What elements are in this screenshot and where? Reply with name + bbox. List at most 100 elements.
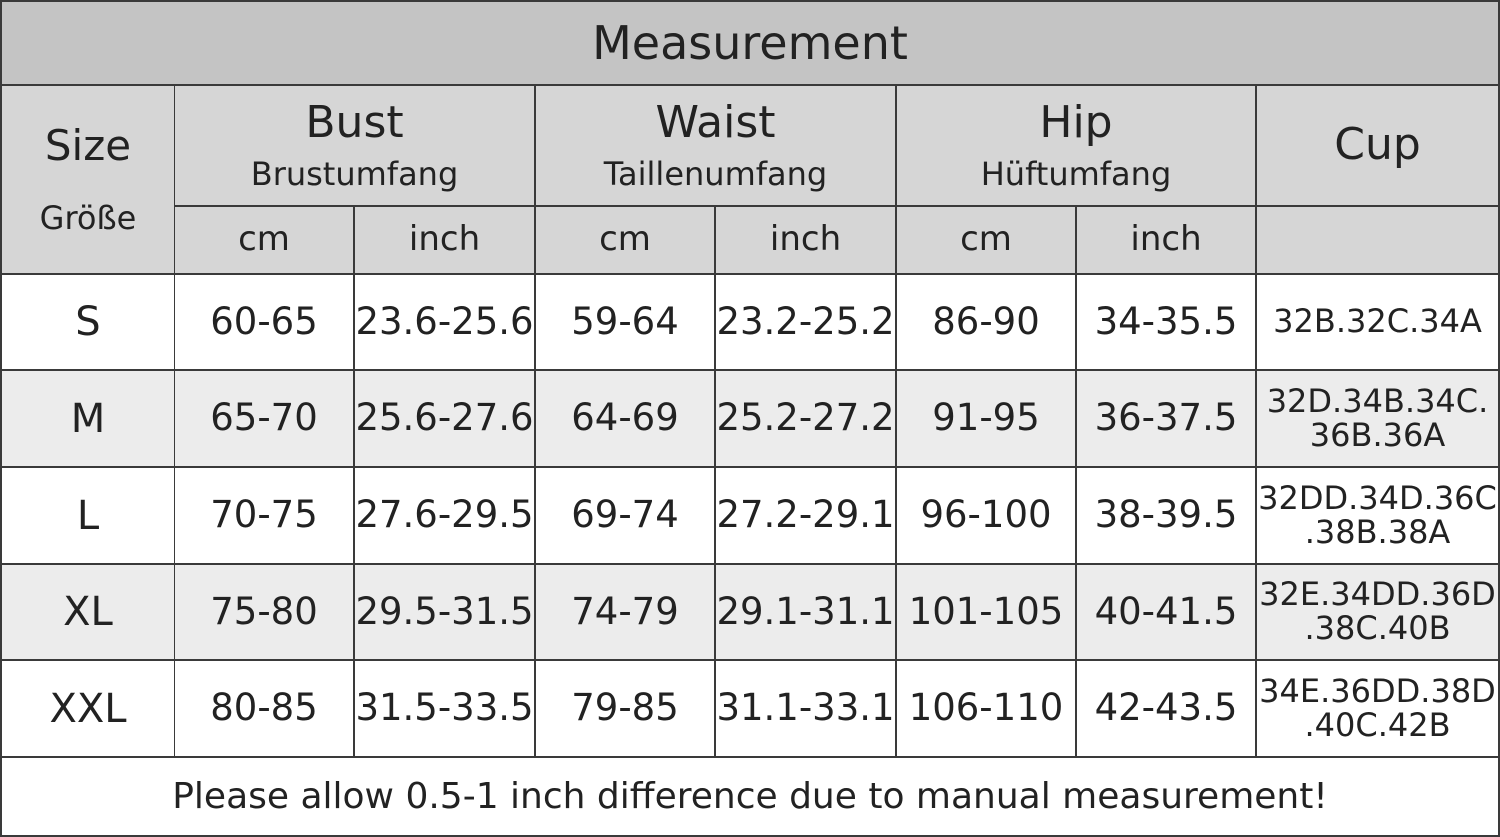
measure-value: 29.1-31.1 <box>716 589 895 633</box>
cup-value: 32D.34B.34C. <box>1266 381 1489 420</box>
measure-value: 25.2-27.2 <box>716 396 895 440</box>
cup-cell: 32B.32C.34A <box>1257 275 1500 371</box>
size-cell: XL <box>0 565 176 661</box>
size-cell: S <box>0 275 176 371</box>
group-name-de: Hüftumfang <box>980 154 1172 193</box>
cup-value: .38B.38A <box>1304 512 1451 551</box>
measure-cell: 25.6-27.6 <box>355 371 536 468</box>
cup-cell: 32D.34B.34C. 36B.36A <box>1257 371 1500 468</box>
cup-value: 32B.32C.34A <box>1273 302 1482 341</box>
cup-label: Cup <box>1334 119 1421 171</box>
measure-cell: 65-70 <box>175 371 355 468</box>
group-name-de: Taillenumfang <box>603 154 828 193</box>
group-header: Bust Brustumfang <box>175 86 536 207</box>
footer: Please allow 0.5-1 inch difference due t… <box>0 758 1500 837</box>
cup-unit-empty <box>1257 207 1500 275</box>
measure-value: 42-43.5 <box>1094 686 1238 730</box>
measure-cell: 29.1-31.1 <box>716 565 897 661</box>
unit-header: inch <box>716 207 897 275</box>
measure-value: 79-85 <box>571 686 679 730</box>
cup-value: .38C.40B <box>1304 609 1451 647</box>
group-name-de: Brustumfang <box>250 154 459 193</box>
measure-value: 23.2-25.2 <box>716 299 895 343</box>
measure-cell: 29.5-31.5 <box>355 565 536 661</box>
measure-cell: 27.2-29.1 <box>716 468 897 565</box>
measure-cell: 74-79 <box>536 565 716 661</box>
measure-cell: 34-35.5 <box>1077 275 1257 371</box>
group-header: Waist Taillenumfang <box>536 86 897 207</box>
measure-value: 64-69 <box>571 396 679 440</box>
size-value: S <box>75 299 101 345</box>
unit-label: cm <box>960 219 1012 260</box>
measure-value: 23.6-25.6 <box>355 299 534 343</box>
measure-cell: 38-39.5 <box>1077 468 1257 565</box>
measure-value: 38-39.5 <box>1094 493 1238 537</box>
measure-cell: 101-105 <box>897 565 1077 661</box>
measure-cell: 80-85 <box>175 661 355 758</box>
measure-cell: 75-80 <box>175 565 355 661</box>
size-cell: M <box>0 371 176 468</box>
measure-value: 25.6-27.6 <box>355 396 534 440</box>
cup-value: .40C.42B <box>1304 705 1451 744</box>
cup-cell: 34E.36DD.38D .40C.42B <box>1257 661 1500 758</box>
measure-value: 69-74 <box>571 493 679 537</box>
measure-cell: 60-65 <box>175 275 355 371</box>
measure-value: 27.2-29.1 <box>716 493 895 537</box>
measure-value: 60-65 <box>210 299 318 343</box>
measure-cell: 40-41.5 <box>1077 565 1257 661</box>
unit-label: cm <box>238 219 290 260</box>
size-value: XL <box>63 589 113 635</box>
measure-cell: 36-37.5 <box>1077 371 1257 468</box>
unit-header: inch <box>355 207 536 275</box>
measure-value: 40-41.5 <box>1094 589 1238 633</box>
size-cell: L <box>0 468 176 565</box>
unit-label: inch <box>769 219 842 260</box>
measure-cell: 42-43.5 <box>1077 661 1257 758</box>
group-header: Hip Hüftumfang <box>897 86 1257 207</box>
measure-value: 74-79 <box>571 589 679 633</box>
measure-cell: 23.6-25.6 <box>355 275 536 371</box>
group-name: Waist <box>655 96 776 148</box>
measure-cell: 96-100 <box>897 468 1077 565</box>
measure-cell: 91-95 <box>897 371 1077 468</box>
cup-value: 32DD.34D.36C <box>1258 478 1497 517</box>
measure-value: 29.5-31.5 <box>355 589 534 633</box>
unit-header: cm <box>897 207 1077 275</box>
cup-value: 36B.36A <box>1309 415 1446 454</box>
footer-text: Please allow 0.5-1 inch difference due t… <box>172 775 1328 817</box>
measure-value: 106-110 <box>908 686 1064 730</box>
measure-value: 101-105 <box>908 589 1064 633</box>
measure-value: 59-64 <box>571 299 679 343</box>
title: Measurement <box>0 0 1500 86</box>
measure-value: 91-95 <box>932 396 1040 440</box>
measure-cell: 70-75 <box>175 468 355 565</box>
size-value: M <box>70 395 106 442</box>
measure-cell: 31.5-33.5 <box>355 661 536 758</box>
unit-header: cm <box>175 207 355 275</box>
measure-value: 80-85 <box>210 686 318 730</box>
unit-label: cm <box>599 219 651 260</box>
measure-value: 65-70 <box>210 396 318 440</box>
measure-cell: 79-85 <box>536 661 716 758</box>
size-header: Size Größe <box>0 86 176 275</box>
measure-cell: 64-69 <box>536 371 716 468</box>
measure-value: 70-75 <box>210 493 318 537</box>
measure-value: 31.5-33.5 <box>355 686 534 730</box>
measure-cell: 59-64 <box>536 275 716 371</box>
size-value: XXL <box>49 685 127 732</box>
title-text: Measurement <box>592 15 908 70</box>
cup-value: 34E.36DD.38D <box>1259 671 1496 710</box>
measure-cell: 23.2-25.2 <box>716 275 897 371</box>
measure-cell: 106-110 <box>897 661 1077 758</box>
unit-header: cm <box>536 207 716 275</box>
measure-cell: 31.1-33.1 <box>716 661 897 758</box>
measure-cell: 25.2-27.2 <box>716 371 897 468</box>
measure-value: 34-35.5 <box>1094 299 1238 343</box>
measure-value: 36-37.5 <box>1094 396 1238 440</box>
size-label: Size <box>44 120 132 170</box>
cup-cell: 32DD.34D.36C .38B.38A <box>1257 468 1500 565</box>
measure-cell: 27.6-29.5 <box>355 468 536 565</box>
unit-header: inch <box>1077 207 1257 275</box>
cup-header: Cup <box>1257 86 1500 207</box>
